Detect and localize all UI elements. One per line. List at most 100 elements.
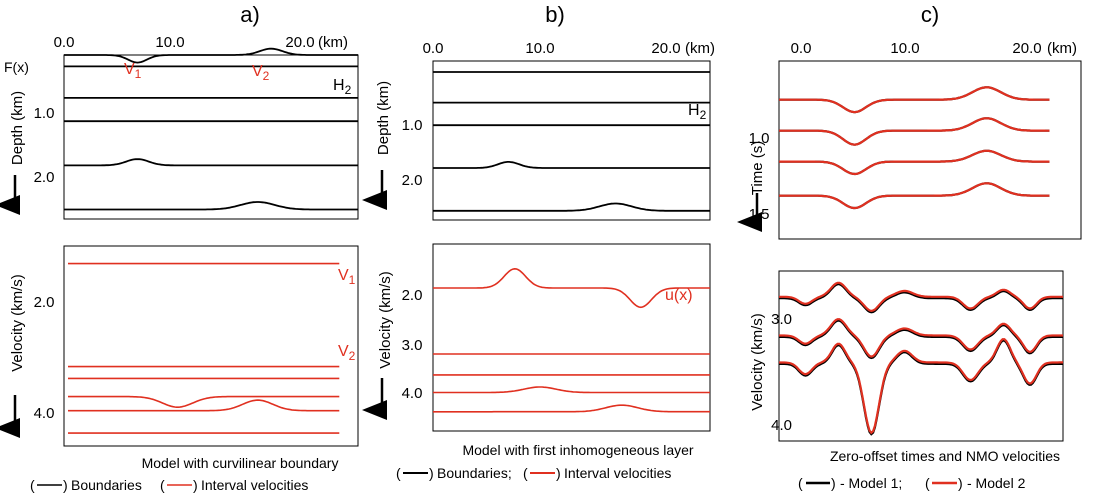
c-bottom-model2-nmo-1 bbox=[779, 281, 1063, 313]
depth-ylabel-a: Depth (km) bbox=[9, 91, 26, 165]
b-top-boundary-5 bbox=[433, 202, 710, 212]
panel-label-c: c) bbox=[921, 2, 939, 27]
c-top-model2-event-3 bbox=[779, 149, 1050, 176]
x-tick-b-20: 20.0 bbox=[651, 40, 680, 57]
legend-b: ( ) Boundaries; ( ) Interval velocities bbox=[396, 465, 671, 481]
time-frame-c bbox=[778, 60, 1082, 240]
x-tick-a-10: 10.0 bbox=[155, 34, 184, 51]
time-tick-c-15: 1.5 bbox=[749, 206, 770, 223]
a-bottom-layer-4 bbox=[68, 395, 340, 408]
vel-tick-a-4: 4.0 bbox=[34, 405, 55, 422]
h2-label-b: H2 bbox=[688, 102, 707, 122]
depth-tick-b-2: 2.0 bbox=[402, 172, 423, 189]
legend-c: ( ) - Model 1; ( ) - Model 2 bbox=[798, 475, 1026, 491]
b-bottom-u-x- bbox=[433, 267, 710, 309]
a-top-f-x-surface bbox=[64, 47, 358, 64]
x-tick-c-0: 0.0 bbox=[791, 40, 812, 57]
depth-boundaries-b bbox=[433, 71, 710, 212]
x-unit-c: (km) bbox=[1047, 40, 1077, 57]
nmo-velocities bbox=[779, 281, 1063, 436]
panel-a: a) 0.0 10.0 20.0 (km) F(x) V1 V2 H2 1.0 … bbox=[0, 2, 359, 493]
svg-text:): ) bbox=[429, 465, 434, 481]
interval-velocities-a bbox=[68, 262, 340, 434]
vel-tick-a-2: 2.0 bbox=[34, 294, 55, 311]
depth-boundaries-a bbox=[64, 47, 358, 211]
h2-label-a: H2 bbox=[333, 77, 352, 97]
a-top-boundary-6 bbox=[64, 201, 358, 211]
depth-ylabel-b: Depth (km) bbox=[375, 81, 392, 155]
velocity-frame-a bbox=[63, 245, 359, 447]
v2-label-top: V2 bbox=[252, 63, 270, 83]
fx-label: F(x) bbox=[4, 59, 29, 75]
svg-text:(: ( bbox=[30, 477, 35, 493]
caption-c: Zero-offset times and NMO velocities bbox=[830, 448, 1060, 464]
c-top-model2-event-4 bbox=[779, 182, 1050, 210]
vel-tick-c-3: 3.0 bbox=[771, 311, 792, 328]
legend-b-interval: Interval velocities bbox=[564, 465, 671, 481]
x-tick-c-10: 10.0 bbox=[890, 40, 919, 57]
x-tick-a-0: 0.0 bbox=[54, 34, 75, 51]
svg-text:): ) bbox=[556, 465, 561, 481]
c-bottom-model1-nmo-1 bbox=[779, 283, 1063, 314]
vel-tick-b-4: 4.0 bbox=[402, 385, 423, 402]
svg-text:(: ( bbox=[396, 465, 401, 481]
vel-tick-b-2: 2.0 bbox=[402, 287, 423, 304]
legend-a-interval: Interval velocities bbox=[201, 477, 308, 493]
depth-frame-a bbox=[63, 54, 359, 220]
depth-tick-a-2: 2.0 bbox=[34, 169, 55, 186]
c-bottom-model1-nmo-3 bbox=[779, 339, 1063, 436]
ux-label: u(x) bbox=[665, 287, 693, 304]
v2-label-bottom: V2 bbox=[338, 343, 356, 363]
legend-a-boundaries: Boundaries bbox=[71, 477, 142, 493]
svg-text:(: ( bbox=[925, 475, 930, 491]
legend-c-model2: - Model 2 bbox=[967, 475, 1026, 491]
zero-offset-times bbox=[779, 86, 1050, 210]
caption-b: Model with first inhomogeneous layer bbox=[462, 442, 693, 458]
panel-label-b: b) bbox=[545, 2, 565, 27]
svg-text:): ) bbox=[958, 475, 963, 491]
depth-frame-b bbox=[432, 60, 711, 221]
svg-text:): ) bbox=[831, 475, 836, 491]
svg-text:(: ( bbox=[798, 475, 803, 491]
x-tick-c-20: 20.0 bbox=[1012, 40, 1041, 57]
time-tick-c-1: 1.0 bbox=[749, 130, 770, 147]
panel-c: c) 0.0 10.0 20.0 (km) 1.0 1.5 Time (s) 3… bbox=[737, 2, 1082, 491]
x-tick-a-20: 20.0 bbox=[285, 34, 314, 51]
svg-text:(: ( bbox=[160, 477, 165, 493]
b-bottom-layer-5 bbox=[433, 404, 710, 413]
b-bottom-layer-4 bbox=[433, 386, 710, 394]
depth-tick-b-1: 1.0 bbox=[402, 117, 423, 134]
x-unit-b: (km) bbox=[685, 40, 715, 57]
v1-label-top: V1 bbox=[124, 61, 142, 81]
panel-label-a: a) bbox=[240, 2, 260, 27]
a-bottom-layer-5 bbox=[68, 399, 340, 412]
time-ylabel-c: Time (s) bbox=[749, 141, 766, 195]
vel-ylabel-a: Velocity (km/s) bbox=[9, 274, 26, 372]
a-top-boundary-5 bbox=[64, 158, 358, 167]
vel-tick-b-3: 3.0 bbox=[402, 337, 423, 354]
legend-b-boundaries: Boundaries; bbox=[437, 465, 512, 481]
legend-c-model1: - Model 1; bbox=[840, 475, 902, 491]
interval-velocities-b bbox=[433, 267, 710, 413]
panel-b: b) 0.0 10.0 20.0 (km) H2 1.0 2.0 Depth (… bbox=[362, 2, 715, 481]
x-tick-b-10: 10.0 bbox=[525, 40, 554, 57]
x-tick-b-0: 0.0 bbox=[423, 40, 444, 57]
c-top-model2-event-1 bbox=[779, 86, 1050, 114]
caption-a: Model with curvilinear boundary bbox=[142, 455, 339, 471]
c-bottom-model2-nmo-2 bbox=[779, 318, 1063, 358]
v1-label-bottom: V1 bbox=[338, 267, 356, 287]
velocity-frame-b bbox=[432, 243, 711, 432]
b-top-boundary-4 bbox=[433, 161, 710, 169]
svg-text:): ) bbox=[63, 477, 68, 493]
depth-tick-a-1: 1.0 bbox=[34, 105, 55, 122]
c-top-model2-event-2 bbox=[779, 117, 1050, 146]
svg-text:(: ( bbox=[523, 465, 528, 481]
x-unit-a: (km) bbox=[318, 34, 348, 51]
vel-ylabel-c: Velocity (km/s) bbox=[749, 313, 766, 411]
velocity-frame-c bbox=[778, 270, 1064, 442]
vel-ylabel-b: Velocity (km/s) bbox=[377, 271, 394, 369]
c-bottom-model2-nmo-3 bbox=[779, 338, 1063, 435]
vel-tick-c-4: 4.0 bbox=[771, 417, 792, 434]
legend-a: ( ) Boundaries ( ) Interval velocities bbox=[30, 477, 308, 493]
